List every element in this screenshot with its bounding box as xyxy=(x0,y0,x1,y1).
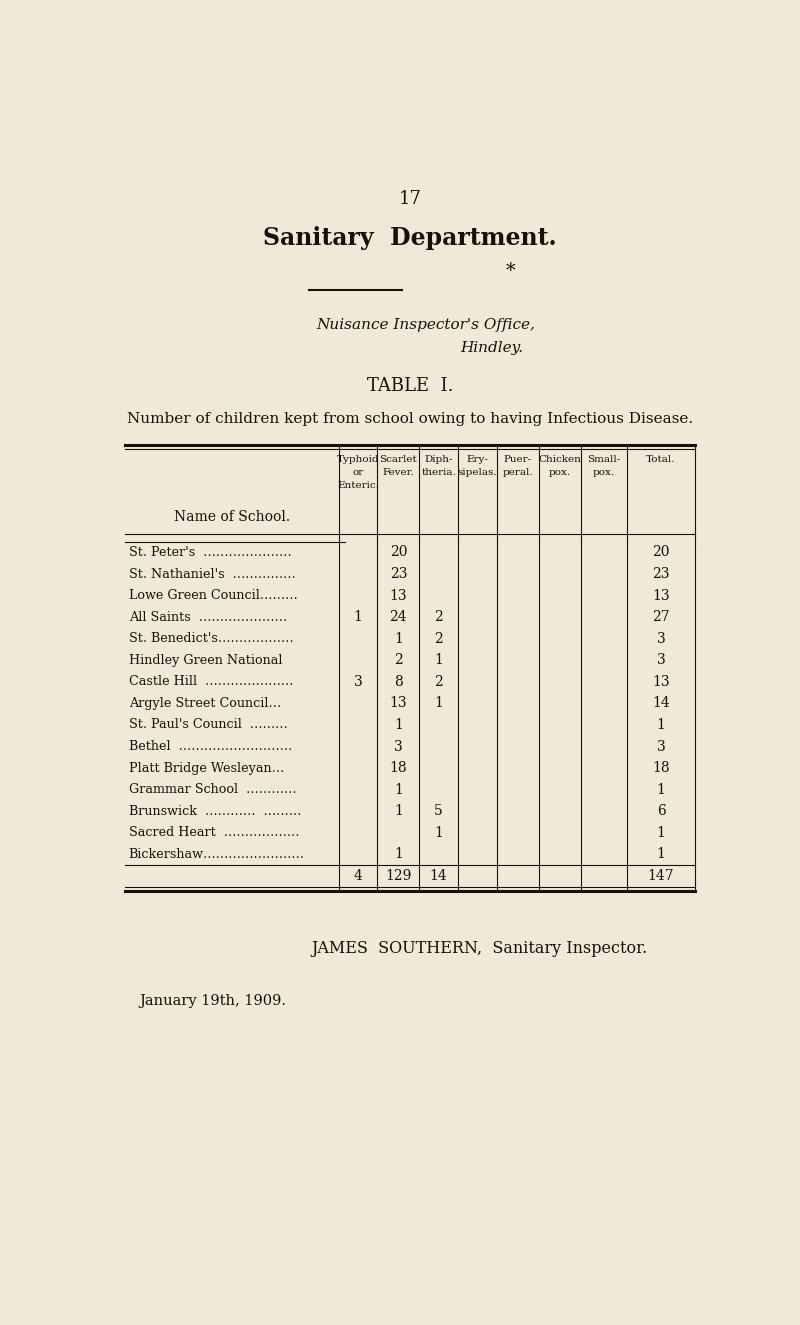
Text: Fever.: Fever. xyxy=(382,468,414,477)
Text: JAMES  SOUTHERN,  Sanitary Inspector.: JAMES SOUTHERN, Sanitary Inspector. xyxy=(312,939,648,957)
Text: Sacred Heart  ………………: Sacred Heart ……………… xyxy=(129,827,299,839)
Text: Castle Hill  …………………: Castle Hill ………………… xyxy=(129,676,293,688)
Text: Grammar School  …………: Grammar School ………… xyxy=(129,783,296,796)
Text: St. Benedict's………………: St. Benedict's……………… xyxy=(129,632,294,645)
Text: 2: 2 xyxy=(434,674,443,689)
Text: 23: 23 xyxy=(390,567,407,582)
Text: 1: 1 xyxy=(657,847,666,861)
Text: 6: 6 xyxy=(657,804,666,819)
Text: 1: 1 xyxy=(434,653,443,668)
Text: 3: 3 xyxy=(657,632,666,645)
Text: St. Nathaniel's  ……………: St. Nathaniel's …………… xyxy=(129,567,295,580)
Text: Puer-: Puer- xyxy=(504,454,532,464)
Text: 147: 147 xyxy=(648,869,674,882)
Text: 2: 2 xyxy=(434,632,443,645)
Text: 1: 1 xyxy=(657,825,666,840)
Text: 1: 1 xyxy=(394,804,403,819)
Text: TABLE  I.: TABLE I. xyxy=(366,378,454,395)
Text: 3: 3 xyxy=(354,674,362,689)
Text: 18: 18 xyxy=(390,761,407,775)
Text: 2: 2 xyxy=(394,653,402,668)
Text: Hindley.: Hindley. xyxy=(460,341,523,355)
Text: 1: 1 xyxy=(394,847,403,861)
Text: Bethel  ………………………: Bethel ……………………… xyxy=(129,739,292,753)
Text: 3: 3 xyxy=(657,653,666,668)
Text: All Saints  …………………: All Saints ………………… xyxy=(129,611,287,624)
Text: peral.: peral. xyxy=(502,468,533,477)
Text: Lowe Green Council………: Lowe Green Council……… xyxy=(129,590,298,602)
Text: Platt Bridge Wesleyan…: Platt Bridge Wesleyan… xyxy=(129,762,284,775)
Text: 20: 20 xyxy=(390,546,407,559)
Text: Chicken: Chicken xyxy=(538,454,581,464)
Text: Scarlet: Scarlet xyxy=(379,454,418,464)
Text: 1: 1 xyxy=(394,783,403,796)
Text: Typhoid: Typhoid xyxy=(337,454,379,464)
Text: 17: 17 xyxy=(398,189,422,208)
Text: Enteric.: Enteric. xyxy=(337,481,379,490)
Text: 20: 20 xyxy=(652,546,670,559)
Text: 8: 8 xyxy=(394,674,402,689)
Text: 3: 3 xyxy=(657,739,666,754)
Text: 18: 18 xyxy=(652,761,670,775)
Text: 14: 14 xyxy=(652,697,670,710)
Text: 13: 13 xyxy=(390,697,407,710)
Text: Ery-: Ery- xyxy=(466,454,488,464)
Text: Total.: Total. xyxy=(646,454,676,464)
Text: pox.: pox. xyxy=(549,468,570,477)
Text: 1: 1 xyxy=(434,697,443,710)
Text: 129: 129 xyxy=(385,869,411,882)
Text: St. Paul's Council  ………: St. Paul's Council ……… xyxy=(129,718,287,731)
Text: 2: 2 xyxy=(434,610,443,624)
Text: Brunswick  …………  ………: Brunswick ………… ……… xyxy=(129,804,301,818)
Text: 3: 3 xyxy=(394,739,402,754)
Text: theria.: theria. xyxy=(422,468,456,477)
Text: Sanitary  Department.: Sanitary Department. xyxy=(263,227,557,250)
Text: 1: 1 xyxy=(354,610,362,624)
Text: 23: 23 xyxy=(652,567,670,582)
Text: 1: 1 xyxy=(394,718,403,731)
Text: Bickershaw……………………: Bickershaw…………………… xyxy=(129,848,305,861)
Text: 1: 1 xyxy=(434,825,443,840)
Text: Name of School.: Name of School. xyxy=(174,510,290,525)
Text: Nuisance Inspector's Office,: Nuisance Inspector's Office, xyxy=(316,318,535,331)
Text: or: or xyxy=(353,468,364,477)
Text: January 19th, 1909.: January 19th, 1909. xyxy=(139,994,286,1007)
Text: 13: 13 xyxy=(652,674,670,689)
Text: 13: 13 xyxy=(390,588,407,603)
Text: Hindley Green National: Hindley Green National xyxy=(129,653,282,666)
Text: Number of children kept from school owing to having Infectious Disease.: Number of children kept from school owin… xyxy=(127,412,693,427)
Text: Argyle Street Council…: Argyle Street Council… xyxy=(129,697,281,710)
Text: *: * xyxy=(506,261,515,280)
Text: St. Peter's  …………………: St. Peter's ………………… xyxy=(129,546,291,559)
Text: Diph-: Diph- xyxy=(425,454,453,464)
Text: 4: 4 xyxy=(354,869,362,882)
Text: 14: 14 xyxy=(430,869,447,882)
Text: 1: 1 xyxy=(657,718,666,731)
Text: 24: 24 xyxy=(390,610,407,624)
Text: 1: 1 xyxy=(394,632,403,645)
Text: pox.: pox. xyxy=(593,468,615,477)
Text: sipelas.: sipelas. xyxy=(458,468,498,477)
Text: 5: 5 xyxy=(434,804,443,819)
Text: 13: 13 xyxy=(652,588,670,603)
Text: 27: 27 xyxy=(652,610,670,624)
Text: Small-: Small- xyxy=(587,454,620,464)
Text: 1: 1 xyxy=(657,783,666,796)
